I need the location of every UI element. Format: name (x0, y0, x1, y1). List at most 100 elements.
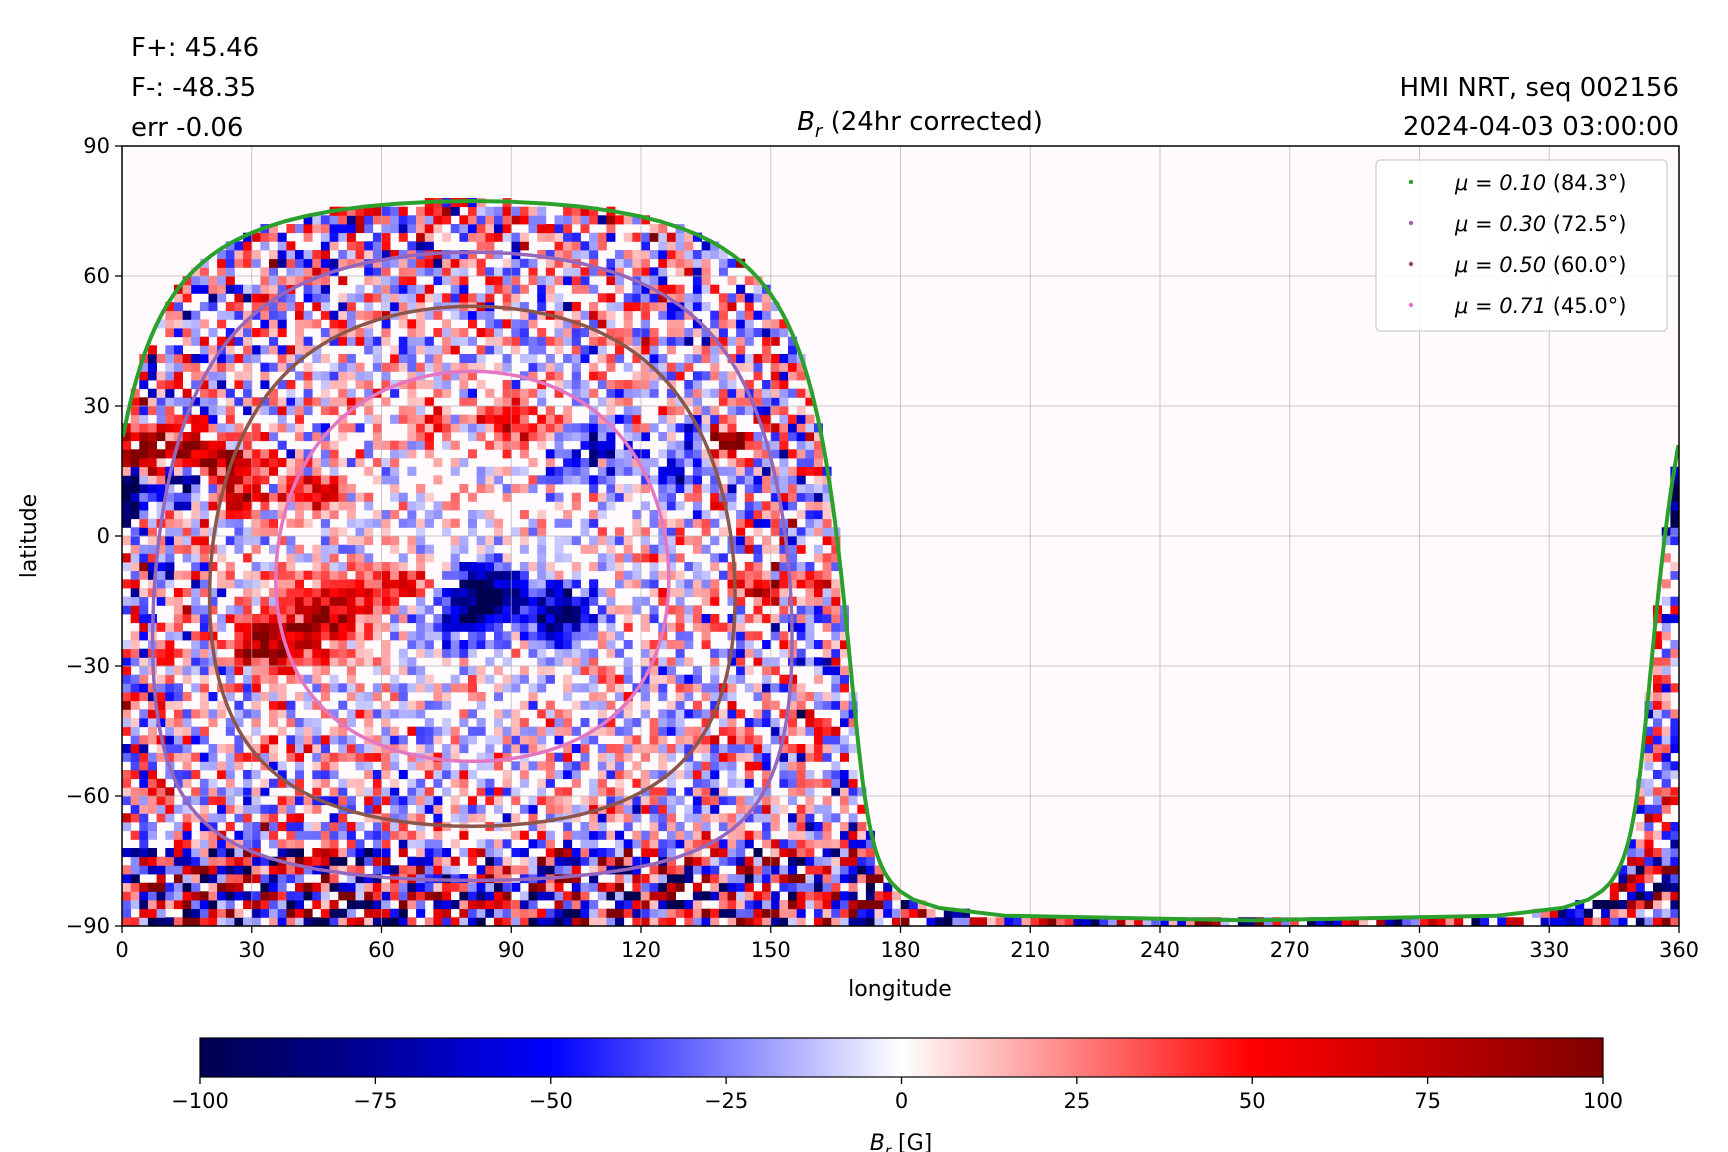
map-cell (182, 544, 192, 554)
map-cell (545, 830, 555, 840)
map-cell (571, 666, 581, 676)
map-cell (528, 596, 538, 606)
map-cell (1575, 917, 1585, 926)
map-cell (234, 700, 244, 710)
map-cell (701, 518, 711, 528)
map-cell (666, 874, 676, 884)
map-cell (407, 631, 417, 641)
map-cell (511, 267, 521, 277)
map-cell (822, 908, 832, 918)
map-cell (675, 232, 685, 242)
map-cell (571, 700, 581, 710)
map-cell (753, 735, 763, 745)
map-cell (277, 761, 287, 771)
map-cell (225, 848, 235, 858)
map-cell (407, 830, 417, 840)
map-cell (606, 258, 616, 268)
map-cell (269, 458, 279, 468)
map-cell (545, 770, 555, 780)
map-cell (658, 310, 668, 320)
map-cell (675, 449, 685, 459)
map-cell (468, 362, 477, 372)
map-cell (468, 813, 477, 823)
map-cell (355, 241, 365, 251)
map-cell (744, 562, 754, 572)
map-cell (173, 354, 183, 364)
map-cell (476, 605, 486, 615)
map-cell (641, 744, 650, 754)
map-cell (173, 536, 183, 546)
map-cell (450, 735, 460, 745)
map-cell (511, 718, 521, 728)
map-cell (442, 423, 452, 433)
map-cell (822, 839, 832, 849)
map-cell (277, 709, 287, 719)
map-cell (346, 319, 356, 329)
map-cell (762, 796, 772, 806)
map-cell (545, 848, 555, 858)
map-cell (537, 891, 547, 901)
map-cell (675, 674, 685, 684)
map-cell (580, 310, 590, 320)
map-cell (424, 224, 434, 234)
map-cell (139, 770, 149, 780)
map-cell (727, 414, 737, 424)
map-cell (199, 267, 209, 277)
map-cell (173, 882, 183, 892)
map-cell (191, 319, 201, 329)
map-cell (442, 640, 452, 650)
map-cell (130, 674, 140, 684)
map-cell (779, 414, 789, 424)
map-cell (165, 371, 175, 381)
map-cell (442, 683, 452, 693)
map-cell (147, 423, 157, 433)
map-cell (528, 406, 538, 416)
map-cell (675, 700, 685, 710)
map-cell (364, 804, 374, 814)
map-cell (641, 839, 650, 849)
map-cell (199, 319, 209, 329)
map-cell (407, 440, 417, 450)
map-cell (320, 449, 330, 459)
map-cell (788, 553, 798, 563)
map-cell (346, 206, 356, 216)
map-cell (744, 830, 754, 840)
map-cell (381, 588, 391, 598)
map-cell (234, 397, 244, 407)
map-cell (320, 709, 330, 719)
map-cell (675, 536, 685, 546)
map-cell (736, 813, 746, 823)
map-cell (303, 917, 313, 926)
map-cell (476, 544, 486, 554)
map-cell (753, 518, 763, 528)
map-cell (199, 908, 209, 918)
map-cell (295, 657, 304, 667)
map-cell (295, 579, 304, 589)
map-cell (416, 553, 426, 563)
map-cell (779, 423, 789, 433)
map-cell (571, 423, 581, 433)
map-cell (822, 614, 832, 624)
map-cell (468, 709, 477, 719)
map-cell (692, 856, 702, 866)
map-cell (139, 406, 149, 416)
map-cell (433, 293, 443, 303)
map-cell (511, 432, 521, 442)
map-cell (537, 640, 547, 650)
map-cell (511, 917, 521, 926)
map-cell (571, 830, 581, 840)
map-cell (805, 510, 815, 520)
map-cell (372, 631, 382, 641)
map-cell (182, 822, 192, 832)
map-cell (364, 206, 374, 216)
map-cell (840, 804, 849, 814)
map-cell (130, 492, 140, 502)
map-cell (320, 830, 330, 840)
map-cell (217, 666, 227, 676)
map-cell (684, 423, 694, 433)
map-cell (632, 388, 642, 398)
map-cell (416, 414, 426, 424)
map-cell (554, 319, 564, 329)
map-cell (165, 891, 175, 901)
map-cell (416, 302, 426, 312)
